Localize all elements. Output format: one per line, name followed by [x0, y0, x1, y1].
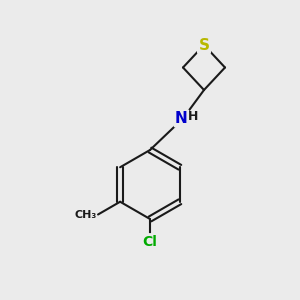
- Text: N: N: [175, 111, 188, 126]
- Text: CH₃: CH₃: [74, 209, 97, 220]
- Text: Cl: Cl: [142, 235, 158, 248]
- Text: S: S: [199, 38, 209, 52]
- Text: H: H: [188, 110, 198, 124]
